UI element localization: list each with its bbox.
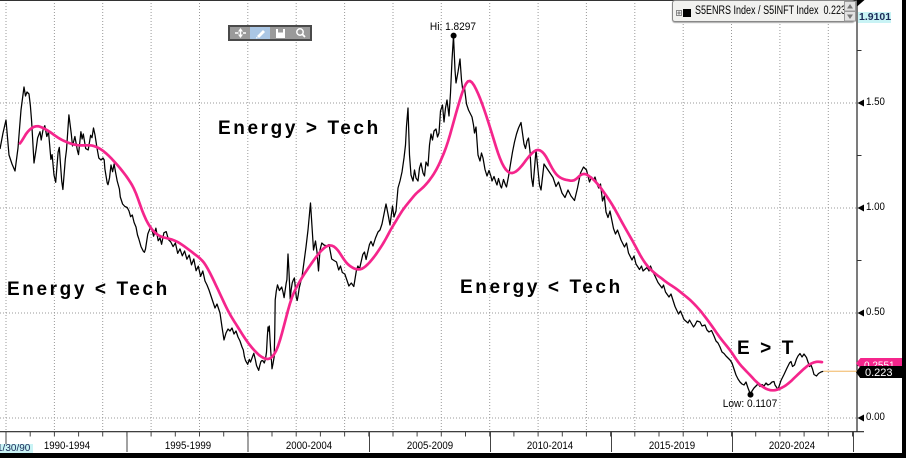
svg-text:0.223: 0.223 [865, 367, 893, 379]
svg-text:0.2551: 0.2551 [864, 361, 895, 369]
